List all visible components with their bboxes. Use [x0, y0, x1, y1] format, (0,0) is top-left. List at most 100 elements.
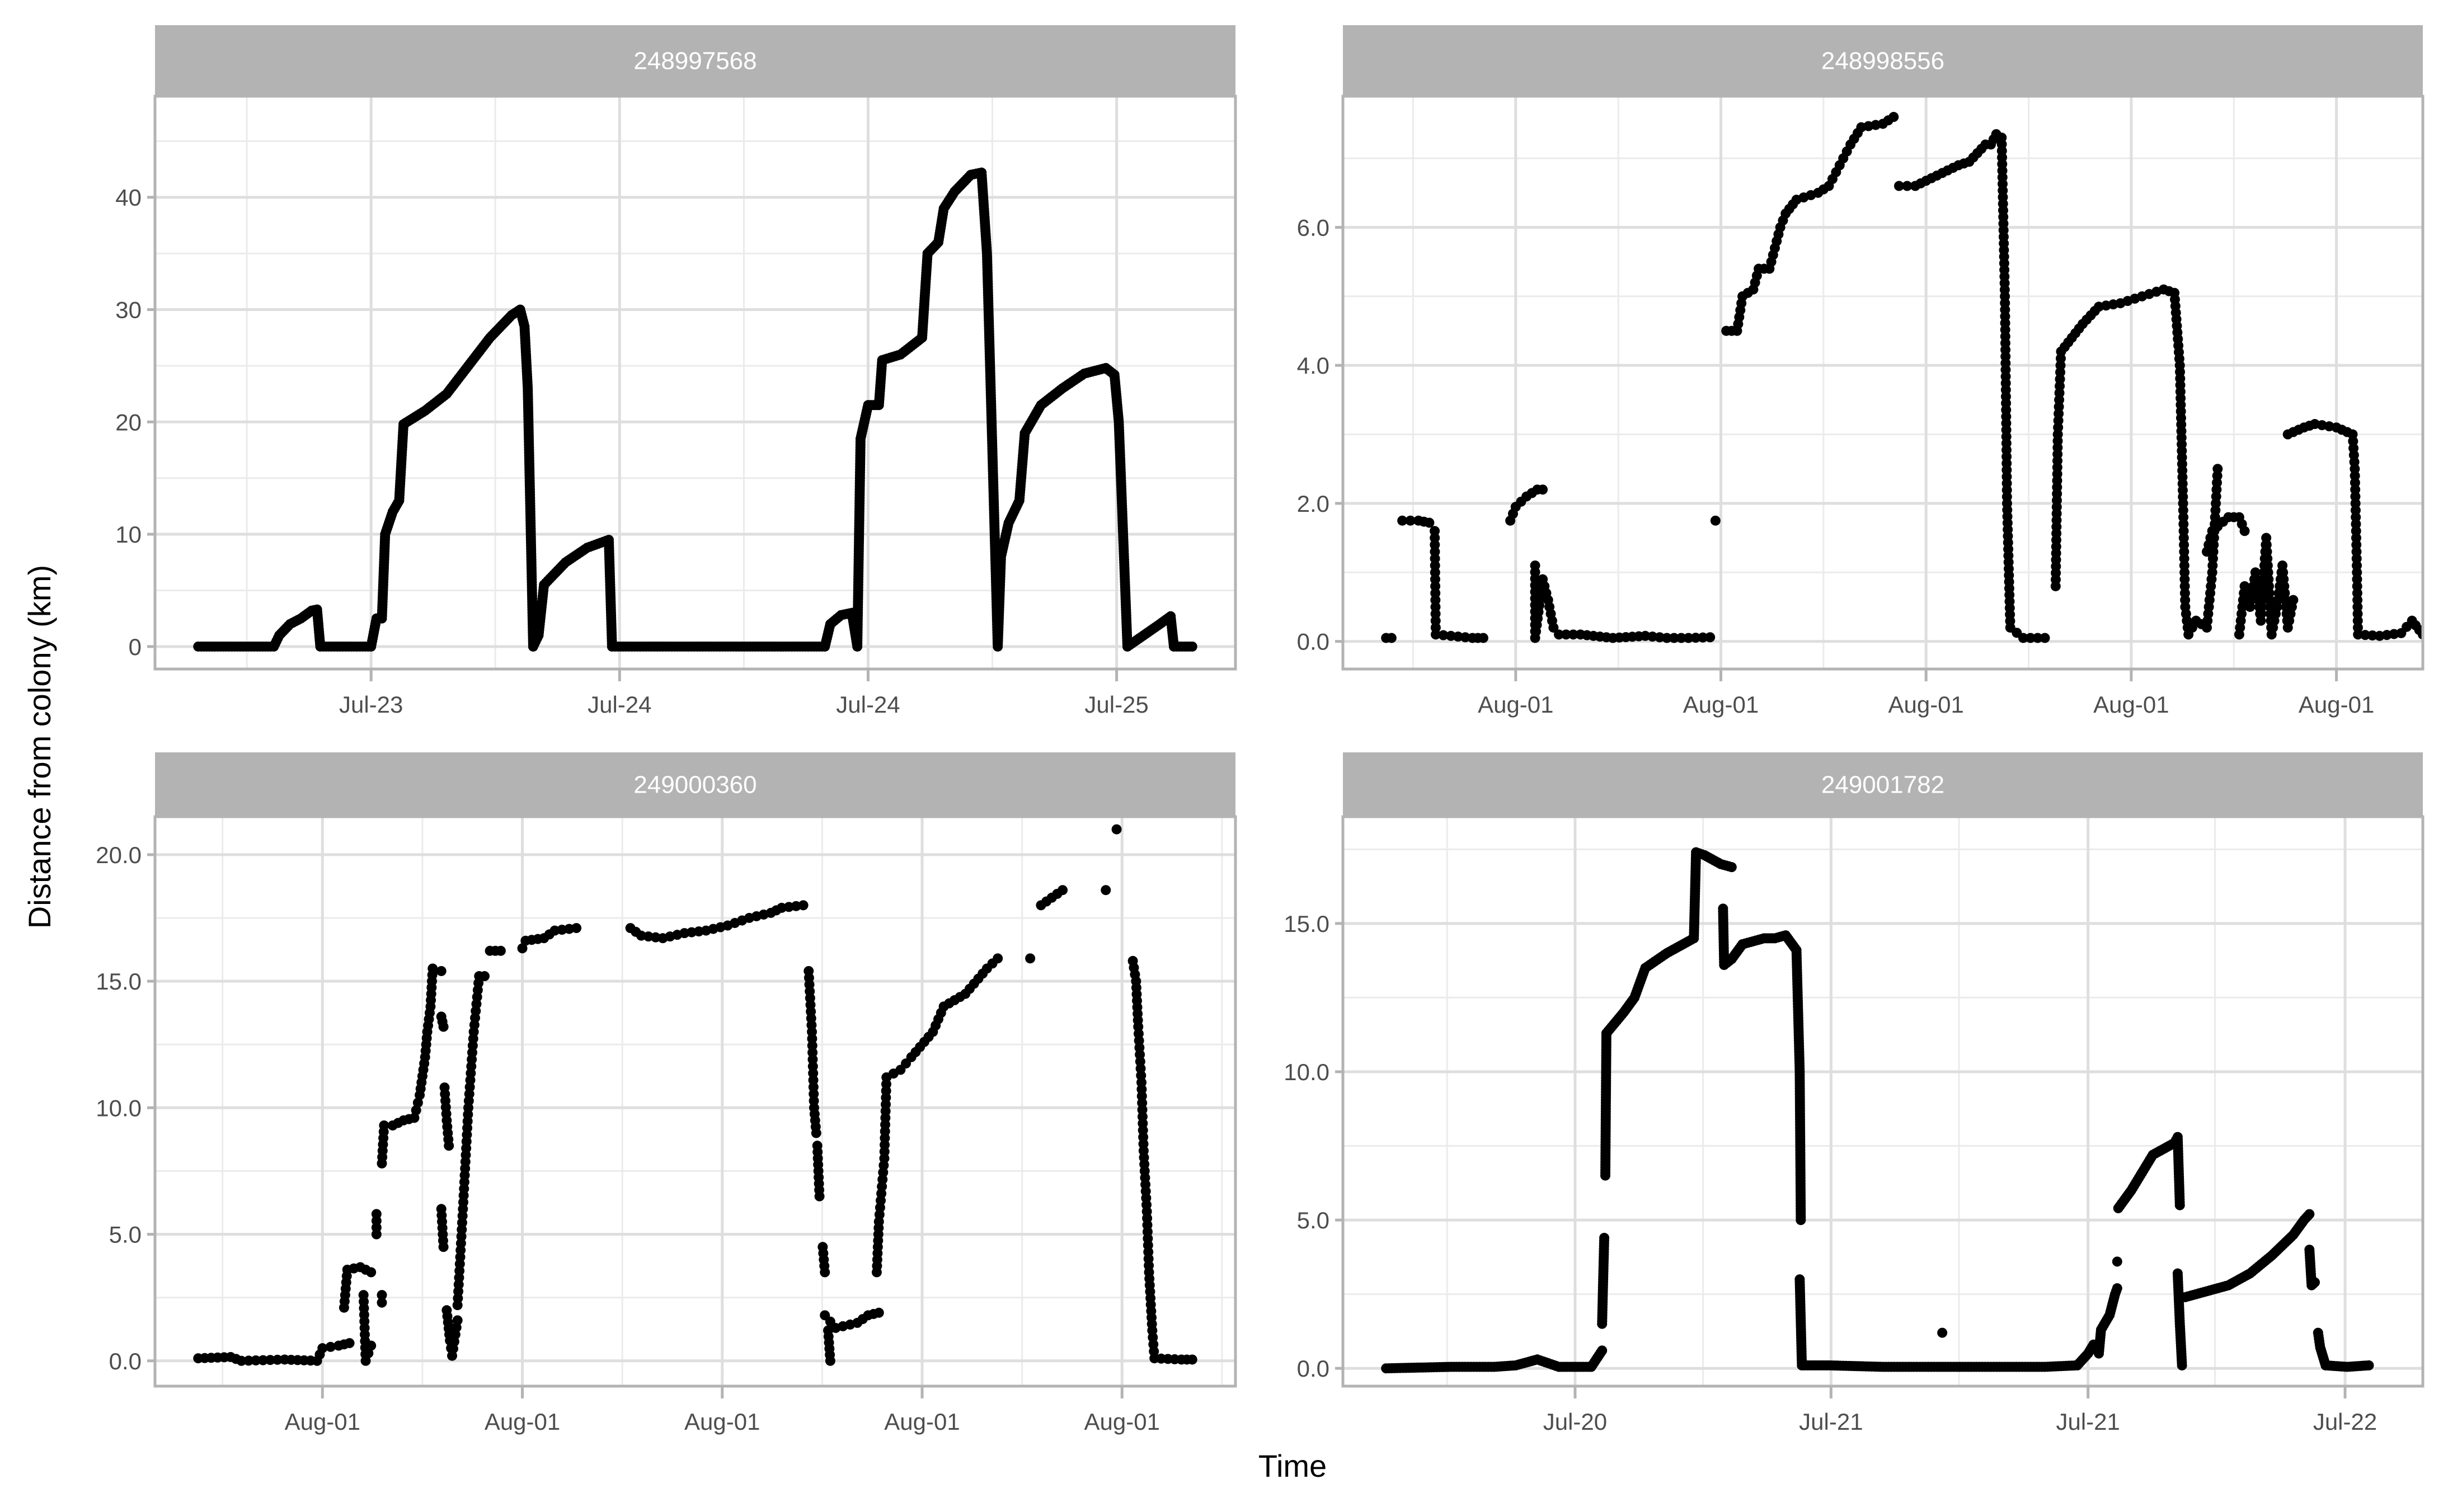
- data-point: [479, 971, 490, 982]
- data-point: [1893, 181, 1904, 191]
- data-point: [411, 1105, 421, 1115]
- panel-border: [1341, 95, 2424, 671]
- facet-panel-248997568: 248997568 0 10 20 30 40 Jul-23 Jul-24 Jul-24 Jul-…: [115, 25, 1237, 718]
- facet-strip: [155, 752, 1235, 817]
- data-point: [517, 943, 528, 954]
- data-point: [798, 900, 809, 911]
- data-point: [2353, 629, 2364, 640]
- facet-strip-label: 249000360: [633, 771, 757, 799]
- facet-strip: [155, 25, 1235, 96]
- data-points: [1381, 847, 2374, 1374]
- data-point: [344, 1338, 355, 1349]
- data-point: [2428, 623, 2438, 633]
- data-point: [1568, 629, 1578, 640]
- y-axis-title: Distance from colony (km): [22, 565, 57, 929]
- y-tick-label: 2.0: [1297, 491, 1329, 517]
- data-point: [379, 1120, 389, 1131]
- facet-strip: [1343, 752, 2423, 817]
- x-axis-title: Time: [1258, 1448, 1327, 1483]
- x-tick-label: Aug-01: [1683, 691, 1759, 718]
- data-point: [1937, 1327, 1948, 1338]
- data-point: [1662, 633, 1672, 643]
- y-tick-label: 4.0: [1297, 352, 1329, 379]
- data-point: [360, 1355, 371, 1366]
- data-point: [258, 1355, 269, 1365]
- x-tick-label: Aug-01: [2093, 691, 2169, 718]
- data-point: [495, 945, 506, 956]
- data-point: [1111, 824, 1122, 835]
- data-point: [2239, 526, 2250, 536]
- data-point: [2423, 626, 2433, 636]
- data-point: [1698, 632, 1708, 643]
- y-tick-label: 0.0: [1297, 1355, 1329, 1382]
- data-point: [1705, 632, 1716, 643]
- data-point: [251, 1355, 261, 1366]
- data-points: [193, 824, 1197, 1366]
- x-tick-label: Jul-20: [1543, 1409, 1607, 1435]
- data-point: [438, 1242, 449, 1252]
- data-point: [236, 1355, 247, 1366]
- y-tick-label: 15.0: [96, 968, 142, 995]
- facet-strip: [1343, 25, 2423, 96]
- data-point: [1710, 515, 1721, 526]
- data-point: [427, 963, 438, 974]
- data-point: [1676, 633, 1686, 643]
- data-point: [377, 1290, 387, 1301]
- data-point: [1538, 484, 1548, 495]
- data-point: [265, 1355, 275, 1365]
- data-point: [2040, 633, 2050, 643]
- data-point: [371, 1209, 382, 1219]
- data-point: [1397, 515, 1408, 526]
- x-tick-label: Jul-25: [1084, 691, 1148, 718]
- data-point: [1683, 633, 1694, 643]
- data-point: [873, 1307, 884, 1318]
- data-point: [2112, 1256, 2122, 1267]
- data-point: [814, 1191, 825, 1202]
- data-point: [2367, 630, 2377, 640]
- y-tick-label: 15.0: [1284, 911, 1329, 937]
- panel-background: [155, 817, 1235, 1386]
- data-point: [2310, 1277, 2320, 1288]
- data-point: [1561, 629, 1571, 640]
- panel-border: [153, 815, 1237, 1388]
- y-tick-label: 6.0: [1297, 214, 1329, 241]
- x-tick-label: Aug-01: [485, 1409, 560, 1435]
- y-tick-label: 30: [115, 296, 142, 323]
- panel-background: [155, 96, 1235, 669]
- y-tick-label: 5.0: [109, 1222, 142, 1248]
- y-tick-label: 0.0: [1297, 629, 1329, 655]
- data-point: [1025, 953, 1036, 964]
- y-tick-label: 10: [115, 521, 142, 548]
- data-point: [2445, 633, 2448, 643]
- data-point: [811, 1128, 821, 1138]
- data-point: [1478, 633, 1488, 643]
- data-points: [193, 167, 1197, 652]
- data-point: [1669, 633, 1679, 643]
- data-point: [2440, 633, 2448, 643]
- data-point: [820, 1267, 830, 1278]
- y-tick-label: 20.0: [96, 842, 142, 868]
- y-tick-label: 5.0: [1297, 1207, 1329, 1233]
- facet-panel-249001782: 249001782 0.0 5.0 10.0 15.0 Jul-20 Jul-21 Jul-2…: [1284, 752, 2424, 1435]
- x-tick-label: Jul-21: [1799, 1409, 1863, 1435]
- data-point: [2360, 630, 2371, 640]
- data-point: [1187, 641, 1197, 652]
- data-point: [438, 1021, 449, 1032]
- data-point: [325, 1341, 336, 1352]
- data-point: [436, 965, 447, 976]
- data-point: [366, 1340, 377, 1351]
- x-tick-label: Aug-01: [1478, 691, 1553, 718]
- facet-strip-label: 249001782: [1821, 771, 1944, 799]
- data-point: [1187, 1354, 1197, 1365]
- data-point: [1554, 629, 1564, 640]
- data-point: [1597, 1345, 1608, 1356]
- y-tick-label: 20: [115, 409, 142, 435]
- y-tick-label: 10.0: [96, 1095, 142, 1121]
- data-point: [1424, 517, 1435, 528]
- data-point: [2174, 1200, 2185, 1210]
- facet-strip-label: 248998556: [1821, 48, 1944, 75]
- x-tick-label: Jul-24: [588, 691, 651, 718]
- data-point: [412, 1098, 423, 1108]
- panel-background: [1343, 817, 2423, 1386]
- facet-panel-248998556: 248998556 0.0 2.0 4.0 6.0 Aug-01 Aug-01 Aug-01 A…: [1297, 25, 2448, 718]
